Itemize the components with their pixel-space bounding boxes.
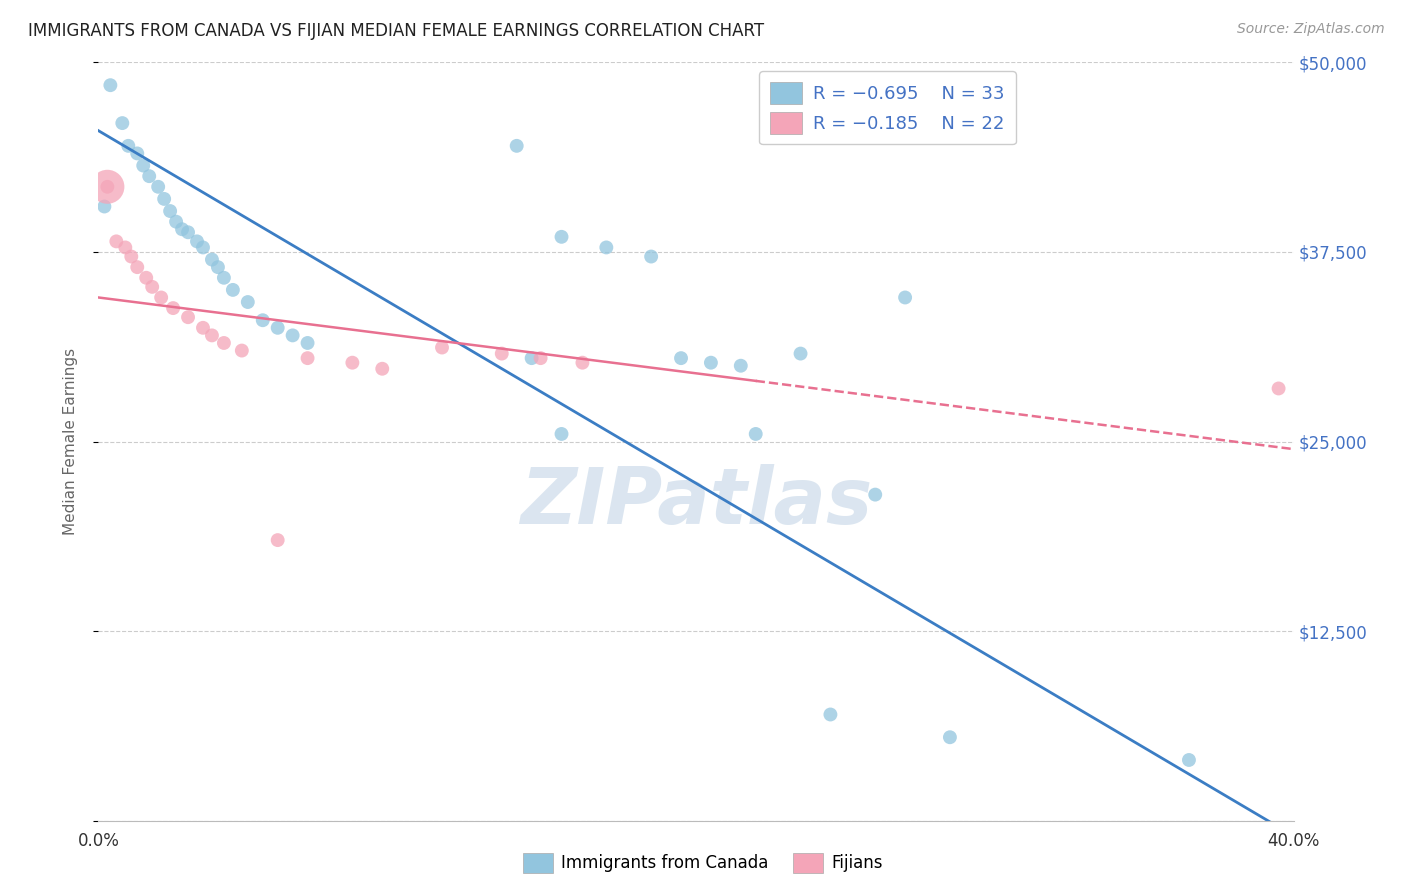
Point [96, 179, 118, 194]
Point [177, 225, 200, 239]
Point [191, 320, 214, 334]
Point [222, 283, 245, 297]
Point [267, 533, 290, 547]
Point [96, 179, 118, 194]
Point [93, 199, 115, 213]
Point [894, 290, 917, 304]
Point [530, 351, 553, 366]
Point [491, 346, 513, 360]
Point [236, 295, 259, 310]
Point [595, 240, 617, 254]
Point [127, 146, 149, 161]
Text: IMMIGRANTS FROM CANADA VS FIJIAN MEDIAN FEMALE EARNINGS CORRELATION CHART: IMMIGRANTS FROM CANADA VS FIJIAN MEDIAN … [28, 22, 765, 40]
Point [186, 235, 208, 249]
Point [267, 320, 290, 334]
Point [281, 328, 304, 343]
Point [150, 290, 173, 304]
Point [550, 426, 572, 441]
Point [571, 356, 593, 370]
Point [207, 260, 229, 274]
Point [153, 192, 176, 206]
Point [135, 270, 157, 285]
Point [212, 335, 235, 350]
Point [669, 351, 692, 366]
Point [430, 341, 453, 355]
Point [730, 359, 752, 373]
Point [1178, 753, 1201, 767]
Point [939, 730, 962, 744]
Point [342, 356, 364, 370]
Point [231, 343, 253, 358]
Point [252, 313, 274, 327]
Point [789, 346, 811, 360]
Text: ZIPatlas: ZIPatlas [520, 464, 872, 541]
Point [165, 214, 187, 228]
Point [201, 328, 224, 343]
Point [141, 280, 163, 294]
Point [148, 179, 170, 194]
Point [700, 356, 723, 370]
Point [117, 138, 139, 153]
Point [162, 301, 184, 315]
Point [506, 138, 529, 153]
Point [371, 361, 394, 376]
Point [120, 250, 142, 264]
Point [212, 270, 235, 285]
Point [172, 222, 194, 236]
Point [177, 310, 200, 325]
Point [640, 250, 662, 264]
Point [127, 260, 149, 274]
Point [297, 351, 319, 366]
Y-axis label: Median Female Earnings: Median Female Earnings [63, 348, 77, 535]
Point [745, 426, 768, 441]
Point [159, 204, 181, 219]
Point [105, 235, 128, 249]
Point [114, 240, 136, 254]
Point [111, 116, 134, 130]
Legend: Immigrants from Canada, Fijians: Immigrants from Canada, Fijians [516, 847, 890, 880]
Point [138, 169, 160, 183]
Point [98, 78, 122, 92]
Point [520, 351, 543, 366]
Point [1267, 382, 1289, 396]
Point [201, 252, 224, 267]
Point [132, 159, 155, 173]
Point [297, 335, 319, 350]
Legend: R = −0.695    N = 33, R = −0.185    N = 22: R = −0.695 N = 33, R = −0.185 N = 22 [759, 71, 1015, 145]
Point [550, 229, 572, 244]
Text: Source: ZipAtlas.com: Source: ZipAtlas.com [1237, 22, 1385, 37]
Point [865, 487, 887, 501]
Point [191, 240, 214, 254]
Point [820, 707, 842, 722]
